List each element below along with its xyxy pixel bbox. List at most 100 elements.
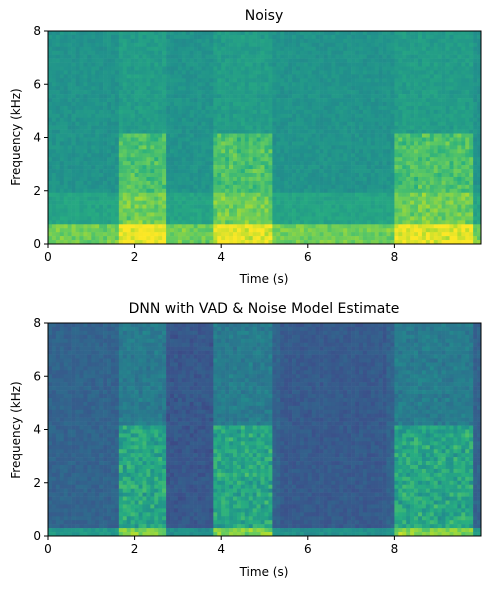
- spectrogram-cell: [386, 70, 391, 75]
- spectrogram-cell: [319, 220, 324, 225]
- spectrogram-cell: [382, 54, 387, 59]
- spectrogram-cell: [256, 228, 261, 233]
- spectrogram-cell: [114, 180, 120, 186]
- spectrogram-cell: [229, 82, 234, 87]
- spectrogram-cell: [229, 109, 234, 115]
- spectrogram-cell: [209, 42, 214, 48]
- spectrogram-cell: [260, 125, 265, 130]
- spectrogram-cell: [95, 157, 100, 162]
- spectrogram-cell: [256, 117, 261, 123]
- spectrogram-cell: [276, 117, 281, 123]
- spectrogram-cell: [362, 165, 368, 170]
- spectrogram-cell: [347, 176, 352, 182]
- spectrogram-cell: [166, 94, 171, 99]
- spectrogram-cell: [189, 78, 194, 83]
- spectrogram-cell: [63, 125, 68, 130]
- spectrogram-cell: [205, 240, 210, 245]
- spectrogram-cell: [280, 125, 285, 130]
- spectrogram-cell: [406, 102, 411, 107]
- spectrogram-cell: [358, 31, 364, 36]
- spectrogram-cell: [366, 196, 372, 201]
- spectrogram-cell: [67, 105, 72, 111]
- spectrogram-cell: [189, 165, 194, 170]
- spectrogram-cell: [347, 46, 352, 52]
- spectrogram-cell: [134, 105, 139, 111]
- spectrogram-cell: [185, 42, 191, 48]
- spectrogram-cell: [315, 94, 320, 99]
- spectrogram-cell: [177, 216, 183, 221]
- spectrogram-cell: [236, 192, 242, 197]
- spectrogram-cell: [162, 161, 167, 166]
- spectrogram-cell: [394, 184, 399, 190]
- spectrogram-cell: [166, 173, 171, 178]
- spectrogram-cell: [331, 157, 336, 162]
- spectrogram-cell: [48, 240, 53, 245]
- spectrogram-cell: [138, 70, 143, 75]
- spectrogram-cell: [240, 240, 246, 245]
- spectrogram-cell: [406, 212, 411, 217]
- spectrogram-cell: [193, 70, 198, 75]
- spectrogram-cell: [75, 188, 80, 194]
- spectrogram-cell: [351, 66, 356, 71]
- spectrogram-cell: [382, 161, 387, 166]
- spectrogram-cell: [366, 145, 372, 150]
- spectrogram-cell: [280, 216, 285, 221]
- spectrogram-cell: [130, 54, 135, 59]
- spectrogram-cell: [71, 208, 76, 213]
- spectrogram-cell: [299, 161, 305, 166]
- spectrogram-cell: [280, 236, 285, 241]
- spectrogram-cell: [189, 42, 194, 48]
- spectrogram-cell: [268, 129, 273, 134]
- spectrogram-cell: [48, 188, 53, 194]
- spectrogram-noisy: [48, 31, 482, 245]
- spectrogram-cell: [209, 208, 214, 213]
- spectrogram-cell: [355, 125, 360, 130]
- spectrogram-cell: [48, 149, 53, 154]
- spectrogram-cell: [107, 228, 112, 233]
- spectrogram-cell: [410, 66, 415, 71]
- spectrogram-cell: [221, 78, 226, 83]
- spectrogram-cell: [303, 141, 309, 146]
- spectrogram-cell: [295, 153, 301, 158]
- spectrogram-cell: [355, 105, 360, 111]
- spectrogram-cell: [126, 137, 131, 142]
- spectrogram-cell: [327, 42, 332, 48]
- spectrogram-cell: [75, 176, 80, 182]
- spectrogram-cell: [256, 149, 261, 154]
- spectrogram-cell: [158, 184, 163, 190]
- spectrogram-cell: [110, 117, 116, 123]
- spectrogram-cell: [370, 62, 376, 67]
- spectrogram-cell: [319, 58, 324, 63]
- spectrogram-cell: [252, 173, 257, 178]
- spectrogram-cell: [240, 105, 246, 111]
- spectrogram-cell: [59, 232, 65, 237]
- spectrogram-cell: [288, 212, 293, 217]
- spectrogram-cell: [138, 129, 143, 134]
- spectrogram-cell: [118, 129, 124, 134]
- spectrogram-cell: [114, 31, 120, 36]
- spectrogram-cell: [158, 137, 163, 142]
- spectrogram-cell: [201, 86, 206, 91]
- spectrogram-cell: [319, 125, 324, 130]
- spectrogram-cell: [374, 129, 379, 134]
- spectrogram-cell: [264, 180, 269, 186]
- spectrogram-cell: [307, 153, 313, 158]
- spectrogram-cell: [307, 216, 313, 221]
- spectrogram-cell: [83, 74, 88, 79]
- spectrogram-cell: [331, 196, 336, 201]
- spectrogram-cell: [205, 137, 210, 142]
- spectrogram-cell: [339, 216, 344, 221]
- spectrogram-cell: [67, 216, 72, 221]
- spectrogram-cell: [248, 157, 253, 162]
- spectrogram-cell: [150, 46, 155, 52]
- spectrogram-cell: [382, 153, 387, 158]
- spectrogram-cell: [177, 184, 183, 190]
- spectrogram-cell: [268, 121, 273, 126]
- spectrogram-cell: [158, 86, 163, 91]
- spectrogram-cell: [268, 216, 273, 221]
- spectrogram-cell: [217, 153, 222, 158]
- spectrogram-cell: [288, 86, 293, 91]
- spectrogram-cell: [91, 224, 96, 229]
- spectrogram-cell: [295, 133, 301, 138]
- spectrogram-cell: [193, 98, 198, 103]
